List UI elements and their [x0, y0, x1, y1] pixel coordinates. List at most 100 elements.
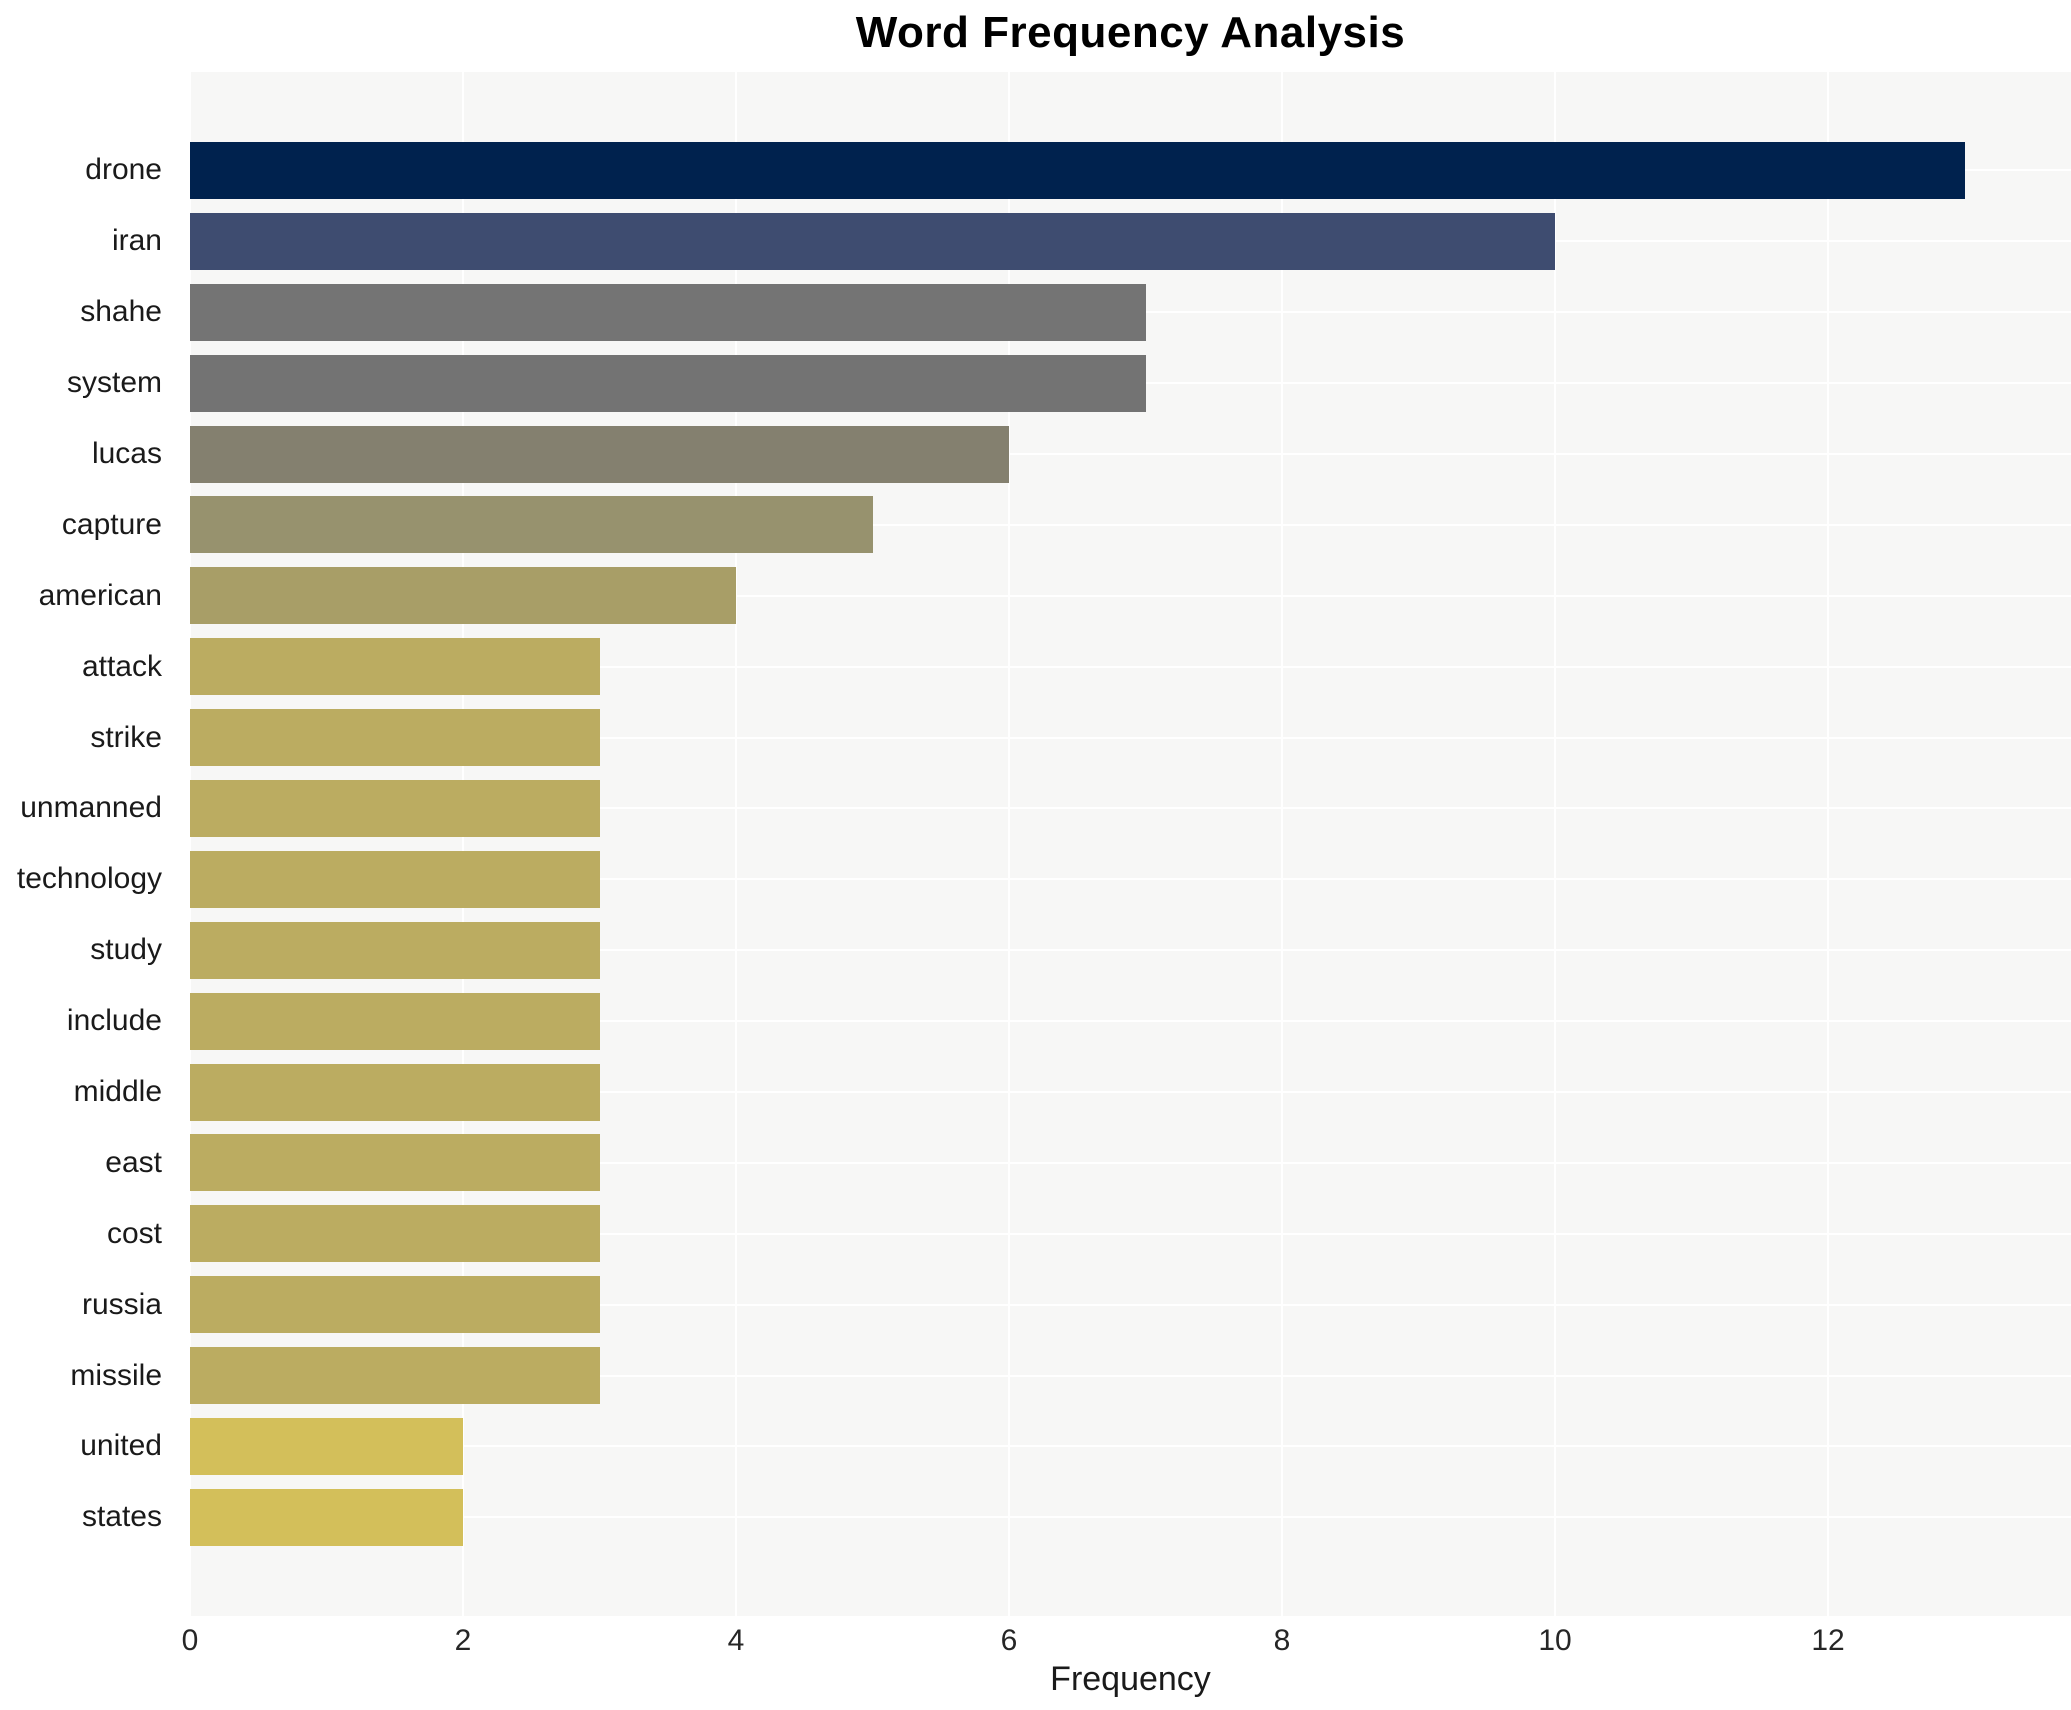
- h-gridline: [190, 594, 2071, 597]
- bar-united: [190, 1418, 463, 1476]
- x-tick-label-2: 2: [454, 1624, 472, 1657]
- y-tick-label-cost: cost: [106, 1216, 162, 1250]
- bar-middle: [190, 1063, 600, 1121]
- y-tick-label-east: east: [105, 1145, 162, 1179]
- bar-drone: [190, 142, 1965, 199]
- bar-row: [190, 986, 2071, 1057]
- bar-iran: [190, 212, 1556, 270]
- y-tick-label-technology: technology: [16, 862, 162, 896]
- y-label-row: iran: [0, 206, 176, 277]
- y-label-row: attack: [0, 631, 176, 702]
- y-label-row: technology: [0, 844, 176, 915]
- y-label-row: russia: [0, 1269, 176, 1340]
- y-tick-label-drone: drone: [85, 153, 162, 187]
- h-gridline: [190, 1161, 2071, 1164]
- v-gridline: [1554, 72, 1557, 1616]
- y-tick-label-missile: missile: [70, 1358, 162, 1392]
- h-gridline: [190, 1232, 2071, 1235]
- bar-row: [190, 1482, 2071, 1553]
- h-gridline: [190, 665, 2071, 668]
- y-tick-label-united: united: [80, 1429, 162, 1463]
- x-axis-ticks: 0 2 4 6 8 10 12: [182, 1616, 2071, 1662]
- h-gridline: [190, 807, 2071, 810]
- bar-unmanned: [190, 780, 600, 838]
- v-gridline: [1827, 72, 1830, 1616]
- v-gridline: [189, 72, 191, 1616]
- y-label-row: middle: [0, 1057, 176, 1128]
- h-gridline: [190, 453, 2071, 455]
- bar-row: [190, 1269, 2071, 1340]
- x-axis-label: Frequency: [1050, 1660, 1211, 1698]
- bar-row: [190, 1127, 2071, 1198]
- y-tick-label-unmanned: unmanned: [20, 791, 162, 825]
- bar-row: [190, 206, 2071, 277]
- bar-row: [190, 702, 2071, 773]
- y-tick-label-system: system: [66, 366, 162, 400]
- bar-row: [190, 1198, 2071, 1269]
- bar-technology: [190, 850, 600, 908]
- y-label-row: study: [0, 915, 176, 986]
- bar-attack: [190, 638, 600, 696]
- h-gridline: [190, 1445, 2071, 1448]
- y-label-row: east: [0, 1127, 176, 1198]
- x-tick-label-12: 12: [1811, 1624, 1845, 1657]
- bar-study: [190, 921, 600, 979]
- v-gridline: [462, 72, 464, 1616]
- h-gridline: [190, 736, 2071, 739]
- h-gridline: [190, 949, 2071, 952]
- bar-strike: [190, 709, 600, 767]
- x-tick-label-0: 0: [181, 1624, 199, 1657]
- bar-shahe: [190, 283, 1146, 341]
- y-tick-label-include: include: [66, 1004, 162, 1038]
- y-label-row: united: [0, 1411, 176, 1482]
- bar-rows: [190, 135, 2071, 1553]
- y-label-row: unmanned: [0, 773, 176, 844]
- plot-area: [189, 72, 2071, 1616]
- h-gridline: [190, 523, 2071, 526]
- y-label-row: drone: [0, 135, 176, 206]
- bar-row: [190, 560, 2071, 631]
- chart-title: Word Frequency Analysis: [855, 8, 1406, 57]
- y-tick-label-strike: strike: [90, 720, 162, 754]
- bar-row: [190, 631, 2071, 702]
- bar-row: [190, 1057, 2071, 1128]
- bar-east: [190, 1134, 600, 1192]
- y-tick-label-american: american: [38, 578, 162, 612]
- bar-cost: [190, 1205, 600, 1263]
- h-gridline: [190, 1303, 2071, 1306]
- v-gridline: [1281, 72, 1284, 1616]
- bar-include: [190, 992, 600, 1050]
- bar-russia: [190, 1276, 600, 1334]
- y-tick-label-russia: russia: [81, 1287, 162, 1321]
- y-axis-labels: drone iran shahe system lucas capture american…: [0, 72, 176, 1616]
- bar-row: [190, 277, 2071, 348]
- bar-system: [190, 354, 1146, 412]
- bar-row: [190, 419, 2071, 490]
- y-label-row: shahe: [0, 277, 176, 348]
- y-label-row: lucas: [0, 419, 176, 490]
- y-label-rows: drone iran shahe system lucas capture american…: [0, 135, 176, 1553]
- y-label-row: cost: [0, 1198, 176, 1269]
- h-gridline: [190, 1374, 2071, 1377]
- bar-row: [190, 1340, 2071, 1411]
- y-label-row: strike: [0, 702, 176, 773]
- y-tick-label-iran: iran: [111, 224, 162, 258]
- y-label-row: states: [0, 1482, 176, 1553]
- h-gridline: [190, 1020, 2071, 1023]
- y-tick-label-middle: middle: [73, 1075, 162, 1109]
- v-gridline: [735, 72, 737, 1616]
- x-tick-label-6: 6: [1000, 1624, 1018, 1657]
- bar-lucas: [190, 425, 1009, 483]
- y-tick-label-study: study: [90, 933, 162, 967]
- v-gridline: [1008, 72, 1010, 1616]
- y-label-row: missile: [0, 1340, 176, 1411]
- x-tick-label-4: 4: [727, 1624, 745, 1657]
- y-tick-label-shahe: shahe: [80, 295, 162, 329]
- bar-missile: [190, 1347, 600, 1405]
- h-gridline: [190, 1091, 2071, 1094]
- y-label-row: capture: [0, 489, 176, 560]
- y-tick-label-capture: capture: [61, 507, 162, 541]
- bar-row: [190, 844, 2071, 915]
- bar-row: [190, 348, 2071, 419]
